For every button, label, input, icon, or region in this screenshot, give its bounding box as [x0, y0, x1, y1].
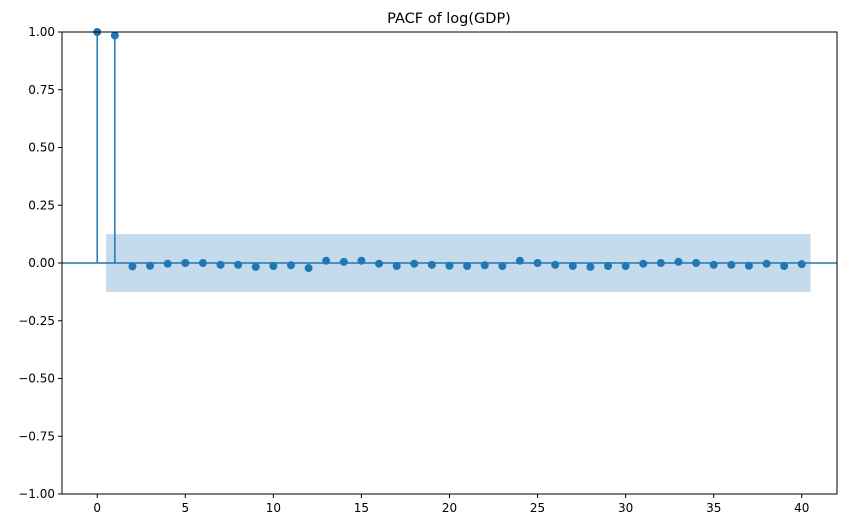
pacf-point-lag-39 — [780, 262, 789, 271]
y-tick-label: 1.00 — [28, 25, 55, 39]
pacf-point-lag-22 — [480, 261, 489, 270]
stem-layer — [96, 32, 803, 269]
pacf-point-lag-36 — [727, 260, 736, 269]
chart-title: PACF of log(GDP) — [387, 11, 511, 27]
y-axis-ticks: 1.00 0.75 0.50 0.25 0.00 −0.25 −0.50 −0.75 −1.00 — [18, 25, 62, 501]
pacf-point-lag-7 — [216, 260, 225, 269]
pacf-point-lag-30 — [621, 262, 630, 271]
pacf-point-lag-5 — [181, 259, 190, 267]
pacf-point-lag-24 — [515, 256, 524, 265]
pacf-point-lag-29 — [604, 262, 613, 271]
x-tick-label: 0 — [93, 501, 101, 515]
pacf-point-lag-37 — [744, 261, 753, 270]
pacf-point-lag-28 — [586, 262, 595, 271]
y-tick-label: 0.75 — [28, 83, 55, 97]
x-tick-label: 30 — [618, 501, 633, 515]
y-tick-label: 0.25 — [28, 198, 55, 212]
pacf-point-lag-38 — [762, 259, 771, 268]
pacf-point-lag-11 — [286, 261, 295, 270]
y-tick-label: 0.00 — [28, 256, 55, 270]
y-tick-label: −0.50 — [18, 372, 55, 386]
x-tick-label: 25 — [530, 501, 545, 515]
x-axis-ticks: 0 5 10 15 20 25 30 35 40 — [93, 494, 809, 515]
pacf-point-lag-34 — [692, 259, 701, 267]
x-tick-label: 15 — [354, 501, 369, 515]
pacf-point-lag-33 — [674, 257, 683, 266]
x-tick-label: 40 — [794, 501, 809, 515]
pacf-point-lag-10 — [269, 262, 278, 271]
pacf-point-lag-18 — [410, 259, 419, 268]
pacf-point-lag-25 — [533, 259, 542, 267]
pacf-point-lag-32 — [656, 259, 665, 267]
pacf-point-lag-4 — [163, 259, 172, 268]
x-tick-label: 10 — [266, 501, 281, 515]
pacf-point-lag-40 — [797, 260, 806, 269]
pacf-point-lag-26 — [551, 260, 560, 269]
pacf-point-lag-12 — [304, 264, 313, 273]
y-tick-label: −0.25 — [18, 314, 55, 328]
pacf-point-lag-23 — [498, 262, 507, 271]
x-tick-label: 5 — [181, 501, 189, 515]
point-layer — [93, 28, 806, 273]
y-tick-label: 0.50 — [28, 141, 55, 155]
x-tick-label: 35 — [706, 501, 721, 515]
pacf-point-lag-8 — [234, 260, 243, 269]
pacf-point-lag-20 — [445, 261, 454, 270]
pacf-point-lag-27 — [568, 262, 577, 271]
pacf-point-lag-19 — [427, 260, 436, 269]
pacf-point-lag-17 — [392, 262, 401, 271]
pacf-point-lag-16 — [375, 259, 384, 268]
pacf-point-lag-21 — [463, 262, 472, 271]
pacf-point-lag-9 — [251, 262, 260, 271]
pacf-point-lag-13 — [322, 256, 331, 265]
y-tick-label: −0.75 — [18, 429, 55, 443]
pacf-point-lag-31 — [639, 259, 648, 268]
pacf-point-lag-3 — [146, 261, 155, 270]
pacf-point-lag-6 — [198, 259, 207, 267]
pacf-point-lag-35 — [709, 260, 718, 269]
x-tick-label: 20 — [442, 501, 457, 515]
y-tick-label: −1.00 — [18, 487, 55, 501]
pacf-point-lag-14 — [339, 257, 348, 266]
pacf-point-lag-1 — [110, 31, 119, 40]
pacf-point-lag-15 — [357, 256, 366, 265]
pacf-point-lag-2 — [128, 262, 137, 271]
